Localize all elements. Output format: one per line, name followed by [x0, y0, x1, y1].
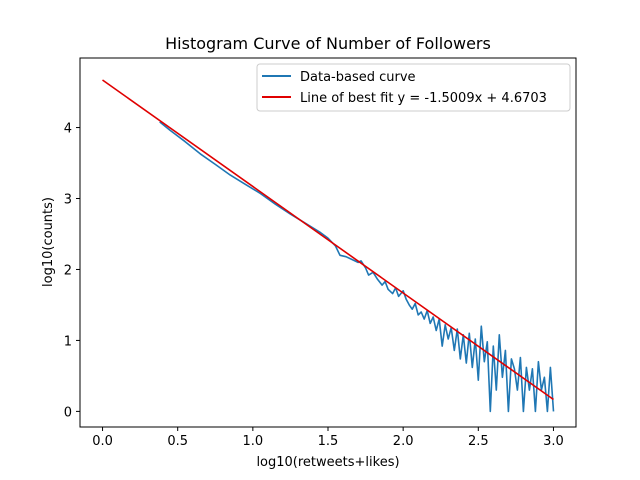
x-tick-label: 0.0 [92, 434, 113, 449]
y-tick-label: 2 [64, 263, 72, 278]
y-axis-label: log10(counts) [41, 197, 56, 287]
x-tick-label: 1.0 [243, 434, 264, 449]
legend-label-data-curve: Data-based curve [300, 70, 416, 85]
x-axis-ticks: 0.0 0.5 1.0 1.5 2.0 2.5 3.0 [92, 427, 564, 449]
series-line-data-curve [159, 121, 555, 413]
y-axis-ticks: 0 1 2 3 4 [64, 122, 80, 420]
legend-label-best-fit: Line of best fit y = -1.5009x + 4.6703 [300, 91, 547, 106]
y-tick-label: 1 [64, 334, 72, 349]
series-line-best-fit [102, 79, 554, 401]
x-axis-label: log10(retweets+likes) [256, 455, 399, 470]
y-tick-label: 0 [64, 405, 72, 420]
x-tick-label: 2.5 [468, 434, 489, 449]
x-tick-label: 3.0 [543, 434, 564, 449]
legend-box [256, 63, 571, 112]
x-tick-label: 0.5 [167, 434, 188, 449]
x-tick-label: 2.0 [393, 434, 414, 449]
y-tick-label: 4 [64, 122, 72, 137]
series-layer [102, 79, 555, 413]
x-tick-label: 1.5 [318, 434, 339, 449]
legend: Data-based curve Line of best fit y = -1… [256, 63, 571, 112]
y-tick-label: 3 [64, 193, 72, 208]
chart-title: Histogram Curve of Number of Followers [165, 34, 491, 53]
plot-area [79, 57, 577, 428]
